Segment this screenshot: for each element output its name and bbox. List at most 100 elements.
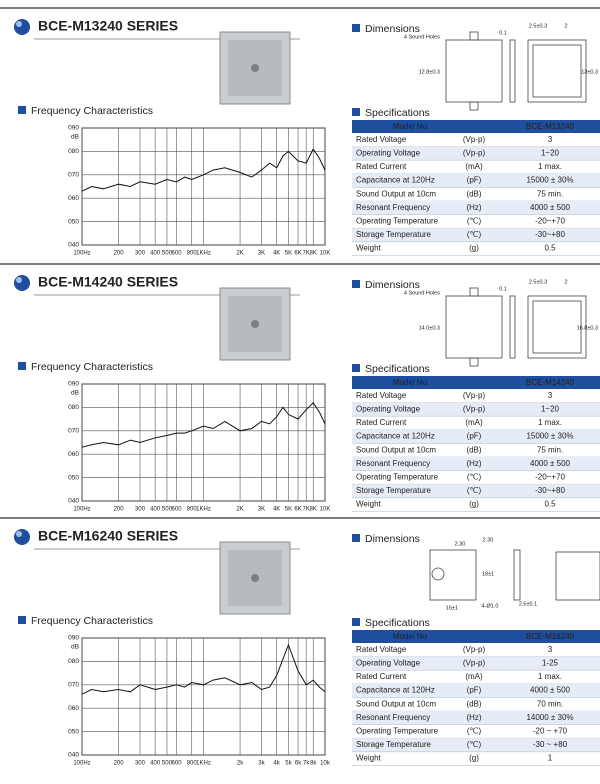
specs-title: Specifications: [365, 617, 430, 629]
table-row-shade: [352, 656, 600, 671]
spec-label: Operating Voltage: [356, 659, 421, 668]
drawing-side: [509, 295, 516, 359]
x-tick-label: 600: [172, 251, 183, 257]
section-marker: [352, 618, 360, 626]
spec-value: 1~20: [541, 149, 560, 158]
x-tick-label: 600: [172, 761, 183, 767]
spec-label: Capacitance at 120Hz: [356, 686, 435, 695]
y-tick-label: 040: [68, 498, 79, 505]
spec-label: Operating Temperature: [356, 473, 439, 482]
spec-unit: (Vp-p): [463, 405, 486, 414]
section-marker: [352, 534, 360, 542]
spec-unit: (g): [469, 500, 479, 509]
dimension-label: 16±1: [446, 605, 458, 611]
drawing-tab: [469, 287, 479, 297]
dimension-label: 2.5±0.1: [519, 601, 537, 607]
x-tick-label: 2K: [236, 507, 243, 513]
spec-label: Weight: [356, 244, 382, 253]
x-tick-label: 8K: [310, 507, 317, 513]
y-tick-label: 040: [68, 242, 79, 249]
spec-unit: (Vp-p): [463, 391, 486, 400]
spec-label: Weight: [356, 500, 382, 509]
spec-value: -30~+80: [535, 486, 565, 495]
spec-label: Rated Current: [356, 672, 407, 681]
x-tick-label: 300: [135, 761, 146, 767]
x-tick-label: 6k: [295, 761, 302, 767]
dimensions-title: Dimensions: [365, 279, 420, 291]
y-axis-unit: dB: [71, 644, 79, 651]
dimension-label: 2: [564, 23, 567, 29]
x-tick-label: 3K: [258, 251, 265, 257]
x-tick-label: 8K: [310, 251, 317, 257]
dimensions-title: Dimensions: [365, 533, 420, 545]
x-tick-label: 400: [150, 251, 161, 257]
dimension-label: 0.1: [499, 30, 507, 36]
x-tick-label: 1KHz: [196, 251, 211, 257]
freq-title: Frequency Characteristics: [31, 105, 153, 117]
dimension-label: 18±1: [482, 571, 494, 577]
spec-label: Operating Voltage: [356, 405, 421, 414]
y-tick-label: 050: [68, 474, 79, 481]
dimension-label: 12.8±0.3: [419, 69, 440, 75]
table-header-bg: [352, 630, 600, 643]
dimension-label: 0.1: [499, 286, 507, 292]
response-curve: [81, 148, 326, 192]
spec-unit: (Hz): [466, 203, 481, 212]
spec-value: 75 min.: [537, 189, 563, 198]
spec-value: 1 max.: [538, 672, 562, 681]
x-tick-label: 800: [187, 507, 198, 513]
x-tick-label: 7K: [303, 251, 310, 257]
freq-title: Frequency Characteristics: [31, 361, 153, 373]
x-tick-label: 200: [114, 761, 125, 767]
y-tick-label: 050: [68, 728, 79, 735]
table-row-shade: [352, 402, 600, 417]
table-header: BCE-M16240: [526, 632, 575, 641]
series-icon: [14, 529, 30, 545]
spec-value: 1-25: [542, 659, 559, 668]
spec-unit: (Vp-p): [463, 659, 486, 668]
y-axis-unit: dB: [71, 390, 79, 397]
spec-unit: (pF): [467, 686, 482, 695]
spec-unit: (℃): [467, 473, 482, 482]
drawing-side: [513, 549, 521, 601]
table-row-shade: [352, 201, 600, 215]
x-tick-label: 200: [114, 507, 125, 513]
y-tick-label: 070: [68, 172, 79, 179]
freq-title: Frequency Characteristics: [31, 615, 153, 627]
section-marker: [18, 616, 26, 624]
specs-title: Specifications: [365, 363, 430, 375]
x-tick-label: 6K: [294, 507, 301, 513]
x-tick-label: 7k: [303, 761, 310, 767]
response-curve: [81, 643, 326, 695]
drawing-front: [445, 39, 503, 103]
spec-value: -20 ~ +70: [533, 727, 568, 736]
drawing-back: [555, 551, 600, 601]
spec-value: 0.5: [544, 244, 556, 253]
table-row-shade: [352, 429, 600, 444]
dimension-label: 14.0±0.3: [419, 325, 440, 331]
y-tick-label: 080: [68, 404, 79, 411]
x-tick-label: 600: [172, 507, 183, 513]
table-row-shade: [352, 228, 600, 242]
x-tick-label: 3k: [258, 761, 265, 767]
x-tick-label: 10K: [320, 251, 331, 257]
table-row-shade: [352, 683, 600, 698]
spec-label: Sound Output at 10cm: [356, 189, 436, 198]
y-tick-label: 060: [68, 705, 79, 712]
series-icon-dot: [16, 277, 22, 283]
x-tick-label: 800: [187, 251, 198, 257]
series-icon: [14, 19, 30, 35]
product-hole: [251, 64, 259, 72]
y-tick-label: 040: [68, 752, 79, 759]
spec-label: Resonant Frequency: [356, 203, 430, 212]
spec-unit: (℃): [467, 727, 482, 736]
section-marker: [352, 364, 360, 372]
table-row-shade: [352, 738, 600, 752]
y-tick-label: 090: [68, 381, 79, 388]
spec-unit: (pF): [467, 176, 482, 185]
series-title: BCE-M14240 SERIES: [38, 274, 178, 290]
x-tick-label: 4K: [273, 251, 280, 257]
series-icon-dot: [16, 531, 22, 537]
series-title: BCE-M16240 SERIES: [38, 528, 178, 544]
